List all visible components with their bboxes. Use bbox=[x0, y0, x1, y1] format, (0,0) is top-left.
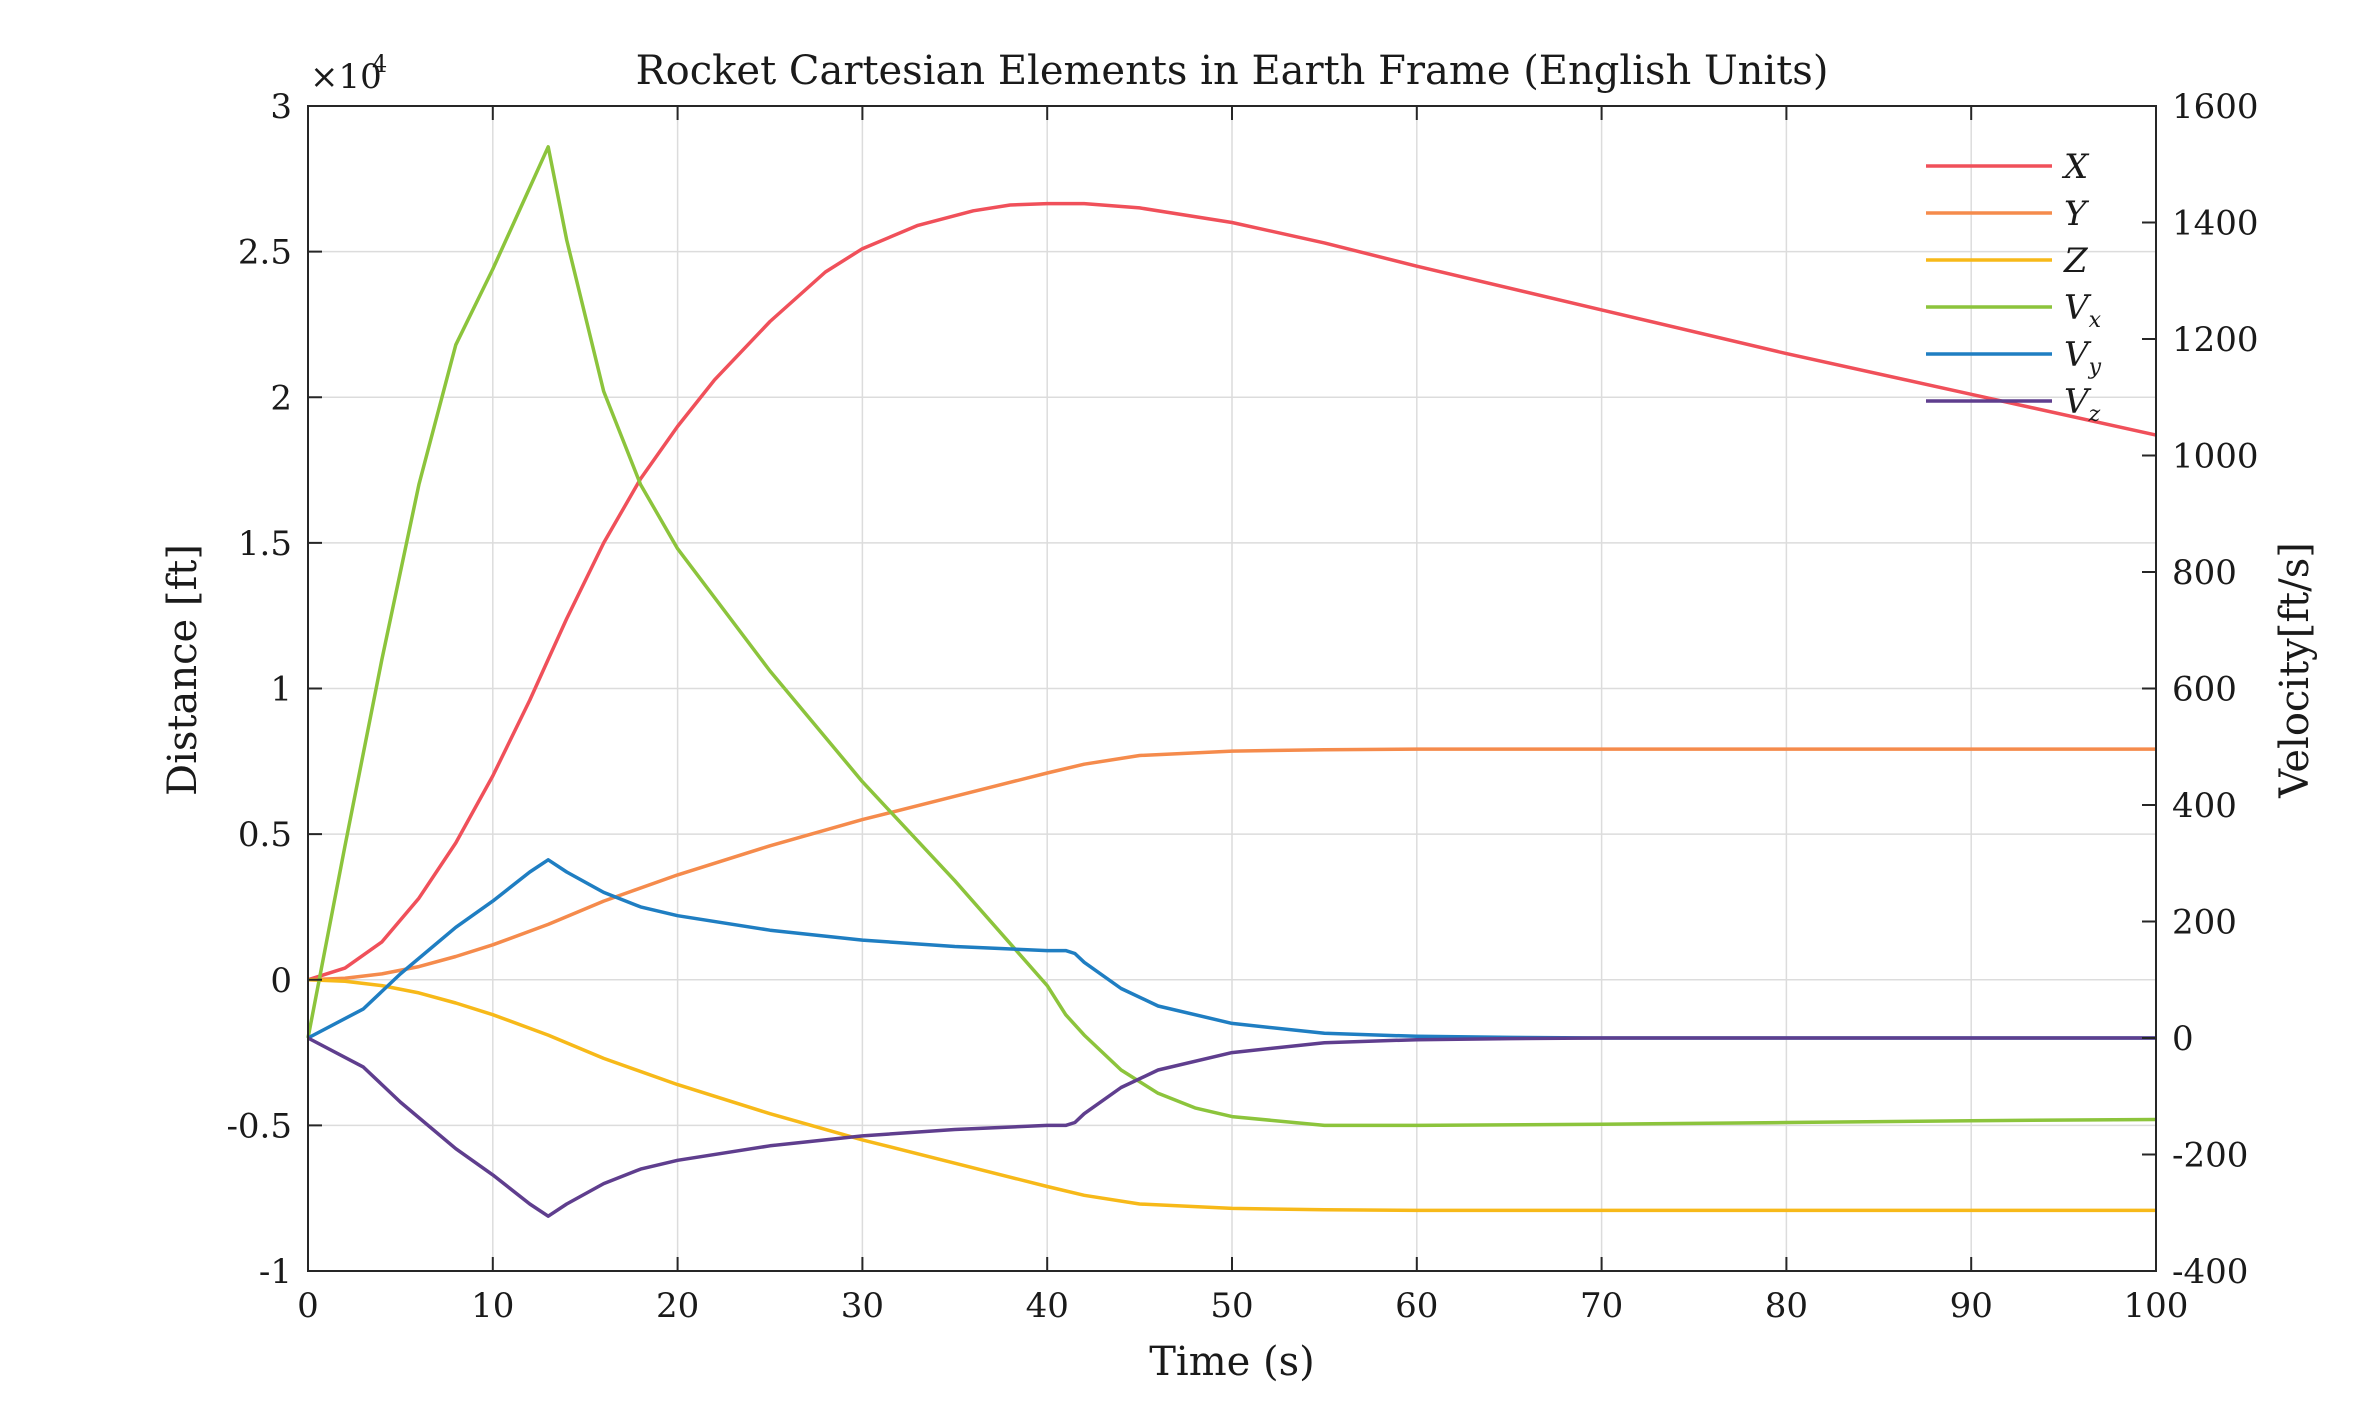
left-tick-label: 0 bbox=[270, 961, 292, 1001]
right-tick-label: 200 bbox=[2172, 903, 2237, 943]
x-tick-label: 10 bbox=[471, 1286, 514, 1326]
chart-title: Rocket Cartesian Elements in Earth Frame… bbox=[636, 48, 1829, 94]
legend-label: Z bbox=[2063, 241, 2089, 281]
left-tick-label: 3 bbox=[270, 87, 292, 127]
x-tick-label: 0 bbox=[297, 1286, 319, 1326]
right-tick-label: -400 bbox=[2172, 1252, 2248, 1292]
legend-subscript: y bbox=[2088, 355, 2102, 380]
x-tick-label: 50 bbox=[1210, 1286, 1253, 1326]
right-tick-label: 600 bbox=[2172, 670, 2237, 710]
legend-entry-z: Z bbox=[1926, 241, 2089, 281]
left-tick-label: 1 bbox=[270, 670, 292, 710]
x-tick-label: 40 bbox=[1026, 1286, 1069, 1326]
legend-label: X bbox=[2061, 147, 2090, 187]
series-line-vx bbox=[306, 145, 2157, 1128]
right-tick-label: 1200 bbox=[2172, 320, 2259, 360]
right-tick-label: -200 bbox=[2172, 1136, 2248, 1176]
plot-box bbox=[307, 105, 2157, 1272]
left-tick-label: 1.5 bbox=[238, 524, 292, 564]
axes bbox=[307, 105, 2157, 1272]
legend-subscript: x bbox=[2089, 308, 2102, 333]
legend-entry-x: X bbox=[1926, 147, 2090, 187]
left-tick-label: 2.5 bbox=[238, 233, 292, 273]
left-tick-label: -0.5 bbox=[226, 1106, 292, 1146]
series-line-vy bbox=[307, 858, 2156, 1040]
x-axis-label: Time (s) bbox=[1149, 1339, 1315, 1385]
x-tick-label: 80 bbox=[1765, 1286, 1808, 1326]
x-tick-label: 90 bbox=[1950, 1286, 1993, 1326]
exponent-power: 4 bbox=[372, 50, 387, 78]
series-line-x bbox=[307, 201, 2157, 982]
right-tick-label: 1000 bbox=[2172, 437, 2259, 477]
exponent-base: ×10 bbox=[310, 57, 382, 97]
legend-entry-y: Y bbox=[1926, 194, 2090, 234]
x-tick-label: 20 bbox=[656, 1286, 699, 1326]
series-line-vz bbox=[307, 1036, 2156, 1218]
left-tick-label: 2 bbox=[270, 378, 292, 418]
series-line-z bbox=[307, 978, 2156, 1213]
x-tick-label: 100 bbox=[2124, 1286, 2189, 1326]
legend-label: Y bbox=[2064, 194, 2090, 234]
series-line-y bbox=[307, 747, 2156, 982]
right-tick-label: 0 bbox=[2172, 1019, 2194, 1059]
left-axis-label: Distance [ft] bbox=[160, 544, 206, 796]
left-tick-label: -1 bbox=[259, 1252, 292, 1292]
right-tick-label: 400 bbox=[2172, 786, 2237, 826]
right-tick-label: 1400 bbox=[2172, 204, 2259, 244]
right-axis-label: Velocity[ft/s] bbox=[2272, 542, 2318, 799]
x-tick-label: 60 bbox=[1395, 1286, 1438, 1326]
x-tick-label: 70 bbox=[1580, 1286, 1623, 1326]
right-tick-label: 800 bbox=[2172, 553, 2237, 593]
tick-labels: 0 10 20 30 40 50 60 70 80 90 100-1-0.500.511.522.5… bbox=[226, 87, 2258, 1326]
series-layer bbox=[306, 145, 2157, 1218]
legend-subscript: z bbox=[2088, 402, 2101, 427]
x-tick-label: 30 bbox=[841, 1286, 884, 1326]
left-axis-exponent: ×10 4 bbox=[310, 50, 387, 97]
legend-entry-vx: Vx bbox=[1926, 288, 2102, 333]
right-tick-label: 1600 bbox=[2172, 87, 2259, 127]
left-tick-label: 0.5 bbox=[238, 815, 292, 855]
